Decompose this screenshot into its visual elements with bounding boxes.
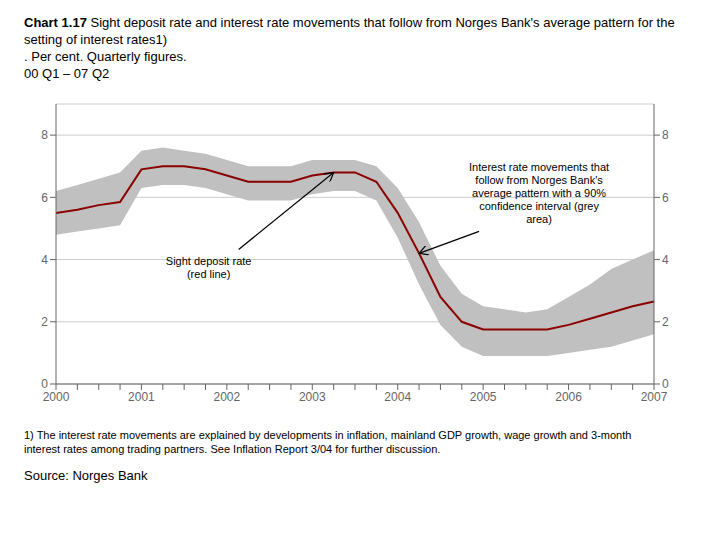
html-text:00 Q1 – 07 Q2: 00 Q1 – 07 Q2 bbox=[24, 66, 110, 81]
html-text:Source: Norges Bank: Source: Norges Bank bbox=[24, 468, 148, 483]
svg-text:2006: 2006 bbox=[555, 390, 582, 404]
svg-text:2003: 2003 bbox=[299, 390, 326, 404]
svg-text:2: 2 bbox=[41, 315, 48, 329]
svg-text:0: 0 bbox=[41, 377, 48, 391]
svg-text:2002: 2002 bbox=[214, 390, 241, 404]
svg-text:2: 2 bbox=[662, 315, 669, 329]
html-text:. Per cent. Quarterly figures.: . Per cent. Quarterly figures. bbox=[24, 49, 187, 64]
svg-text:8: 8 bbox=[41, 128, 48, 142]
svg-text:2007: 2007 bbox=[641, 390, 668, 404]
svg-text:4: 4 bbox=[662, 253, 669, 267]
html-text:1) The interest rate movements: 1) The interest rate movements are expla… bbox=[24, 429, 632, 455]
svg-text:8: 8 bbox=[662, 128, 669, 142]
svg-text:2001: 2001 bbox=[128, 390, 155, 404]
svg-text:Interest rate movements thatfo: Interest rate movements thatfollow from … bbox=[469, 161, 609, 225]
svg-text:2004: 2004 bbox=[384, 390, 411, 404]
html-text:Chart 1.17 Sight deposit rate: Chart 1.17 Sight deposit rate and intere… bbox=[24, 15, 675, 47]
svg-text:0: 0 bbox=[662, 377, 669, 391]
svg-text:6: 6 bbox=[41, 191, 48, 205]
svg-text:2000: 2000 bbox=[43, 390, 70, 404]
svg-text:6: 6 bbox=[662, 191, 669, 205]
svg-text:2005: 2005 bbox=[470, 390, 497, 404]
svg-text:4: 4 bbox=[41, 253, 48, 267]
svg-text:Sight deposit rate(red line): Sight deposit rate(red line) bbox=[166, 255, 252, 280]
